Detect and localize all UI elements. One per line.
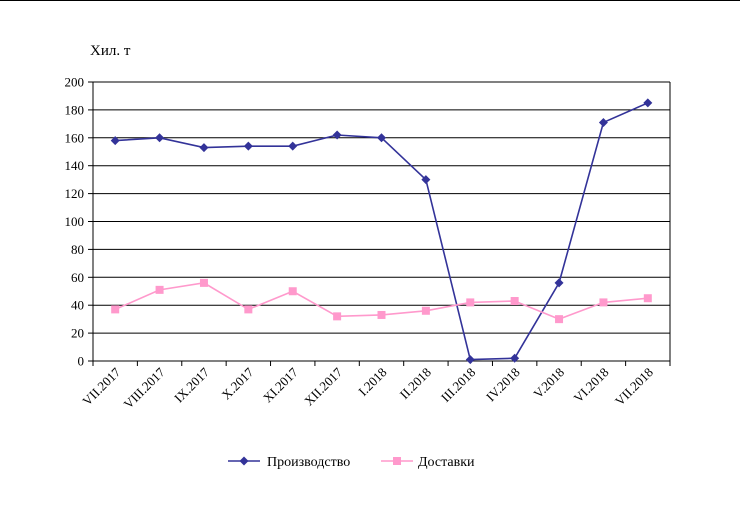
marker-2-I.2018 [377, 310, 386, 319]
y-tick-label-160: 160 [65, 130, 85, 145]
x-tick-label-III.2018: III.2018 [438, 365, 478, 405]
marker-1-VI.2018 [598, 117, 608, 127]
x-tick-label-II.2018: II.2018 [397, 365, 434, 402]
marker-2-IX.2017 [199, 278, 208, 287]
y-tick-label-200: 200 [65, 75, 85, 90]
marker-2-XII.2017 [333, 312, 342, 321]
y-tick-label-100: 100 [65, 214, 85, 229]
y-tick-label-20: 20 [71, 326, 84, 341]
y-tick-label-120: 120 [65, 186, 85, 201]
x-tick-label-VI.2018: VI.2018 [571, 365, 612, 406]
marker-2-VIII.2017 [155, 285, 164, 294]
y-tick-label-180: 180 [65, 102, 85, 117]
legend: Производство Доставки [228, 455, 475, 470]
x-tick-label-V.2018: V.2018 [530, 365, 567, 402]
x-tick-label-I.2018: I.2018 [355, 365, 389, 399]
series-1 [110, 98, 653, 365]
legend-label-2: Доставки [418, 455, 475, 470]
y-axis-label: Хил. т [90, 43, 131, 59]
top-border [0, 0, 740, 1]
marker-2-V.2018 [555, 315, 564, 324]
marker-1-IX.2017 [199, 143, 209, 153]
y-tick-label-60: 60 [71, 270, 84, 285]
marker-1-IV.2018 [510, 353, 520, 363]
series-2 [111, 278, 652, 324]
x-tick-label-IX.2017: IX.2017 [171, 364, 212, 405]
marker-1-XII.2017 [332, 130, 342, 140]
marker-1-X.2017 [243, 141, 253, 151]
marker-1-V.2018 [554, 278, 564, 288]
marker-1-III.2018 [465, 355, 475, 365]
marker-1-XI.2017 [288, 141, 298, 151]
marker-1-VII.2018 [643, 98, 653, 108]
x-tick-label-VII.2017: VII.2017 [79, 364, 123, 408]
x-tick-label-XI.2017: XI.2017 [260, 364, 301, 405]
marker-2-XI.2017 [288, 287, 297, 296]
marker-2-III.2018 [466, 298, 475, 307]
legend-label-1: Производство [267, 455, 350, 470]
legend-marker-2 [393, 457, 401, 465]
grid-layer [93, 81, 670, 334]
axis-layer: 0 20 40 60 80 100 120 140 160 180 200 VII.2017VIII.… [65, 75, 671, 412]
series-layer [110, 98, 653, 365]
marker-2-II.2018 [421, 306, 430, 315]
x-tick-label-VII.2018: VII.2018 [612, 365, 656, 409]
marker-2-IV.2018 [510, 297, 519, 306]
x-tick-label-XII.2017: XII.2017 [301, 364, 345, 408]
x-tick-label-X.2017: X.2017 [219, 364, 257, 402]
legend-marker-1 [239, 456, 249, 466]
y-tick-label-0: 0 [78, 354, 85, 369]
y-tick-label-80: 80 [71, 242, 84, 257]
legend-item-2: Доставки [381, 455, 475, 470]
y-tick-label-40: 40 [71, 298, 84, 313]
x-tick-label-VIII.2017: VIII.2017 [121, 364, 168, 411]
y-tick-label-140: 140 [65, 158, 85, 173]
marker-1-II.2018 [421, 175, 431, 185]
marker-2-VII.2017 [111, 305, 120, 314]
marker-2-VII.2018 [643, 294, 652, 303]
marker-2-VI.2018 [599, 298, 608, 307]
legend-item-1: Производство [228, 455, 350, 470]
marker-1-I.2018 [377, 133, 386, 143]
marker-1-VII.2017 [110, 136, 120, 146]
marker-1-VIII.2017 [155, 133, 165, 143]
x-tick-label-IV.2018: IV.2018 [483, 365, 523, 405]
marker-2-X.2017 [244, 305, 253, 314]
